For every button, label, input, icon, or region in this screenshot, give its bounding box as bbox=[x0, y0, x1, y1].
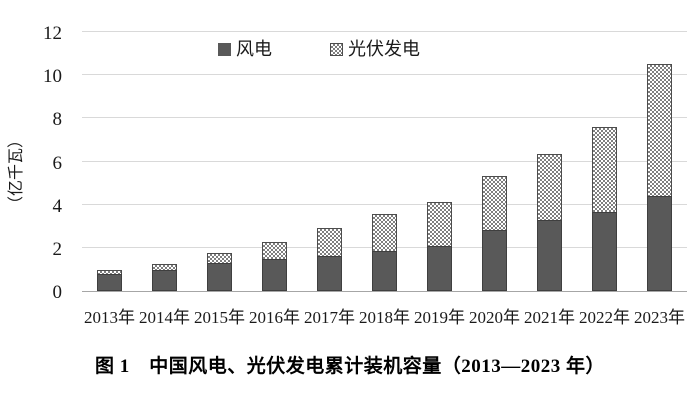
bar-2014年 bbox=[152, 264, 177, 291]
x-tick-label-2013年: 2013年 bbox=[84, 308, 135, 327]
gridline-y-4 bbox=[82, 203, 687, 205]
solar-series-swatch-icon bbox=[330, 42, 343, 56]
bar-segment-solar-2017年 bbox=[317, 227, 342, 256]
x-tick-label-2018年: 2018年 bbox=[359, 308, 410, 327]
y-tick-label-12: 12 bbox=[43, 23, 62, 44]
bar-segment-solar-2023年 bbox=[647, 64, 672, 196]
chart-legend: 风电 光伏发电 bbox=[218, 40, 420, 58]
bar-segment-wind-2023年 bbox=[647, 195, 672, 291]
bar-segment-wind-2014年 bbox=[152, 270, 177, 291]
y-tick-label-4: 4 bbox=[52, 195, 63, 217]
bar-2015年 bbox=[207, 253, 232, 291]
y-tick-label-8: 8 bbox=[52, 109, 63, 131]
bar-segment-wind-2021年 bbox=[537, 220, 562, 291]
x-tick-label-2021年: 2021年 bbox=[524, 308, 575, 327]
bar-segment-solar-2015年 bbox=[207, 253, 232, 263]
bar-segment-solar-2021年 bbox=[537, 154, 562, 221]
bar-segment-wind-2020年 bbox=[482, 230, 507, 291]
legend-label-solar: 光伏发电 bbox=[348, 39, 420, 59]
bar-2016年 bbox=[262, 242, 287, 291]
gridline-y-10 bbox=[82, 74, 687, 76]
bar-segment-solar-2016年 bbox=[262, 242, 287, 259]
x-tick-label-2020年: 2020年 bbox=[469, 308, 520, 327]
bar-segment-solar-2018年 bbox=[372, 213, 397, 252]
x-tick-label-2019年: 2019年 bbox=[414, 308, 465, 327]
x-tick-label-2016年: 2016年 bbox=[249, 308, 300, 327]
x-tick-label-2014年: 2014年 bbox=[139, 308, 190, 327]
y-tick-label-2: 2 bbox=[52, 238, 63, 260]
y-tick-label-6: 6 bbox=[52, 152, 63, 174]
bar-2023年 bbox=[647, 64, 672, 291]
bar-segment-wind-2022年 bbox=[592, 212, 617, 291]
plot-area bbox=[82, 31, 687, 292]
x-tick-label-2017年: 2017年 bbox=[304, 308, 355, 327]
bar-2019年 bbox=[427, 201, 452, 291]
bar-segment-wind-2017年 bbox=[317, 255, 342, 291]
bar-segment-solar-2013年 bbox=[97, 270, 122, 275]
bar-2021年 bbox=[537, 154, 562, 291]
gridline-y-6 bbox=[82, 160, 687, 162]
bar-segment-wind-2019年 bbox=[427, 245, 452, 291]
figure-caption: 图 1 中国风电、光伏发电累计装机容量（2013—2023 年） bbox=[94, 356, 605, 377]
bar-segment-wind-2018年 bbox=[372, 251, 397, 291]
bar-2020年 bbox=[482, 175, 507, 291]
gridline-y-8 bbox=[82, 117, 687, 119]
y-axis-tick-labels: 0 2 4 6 8 10 12 bbox=[0, 0, 70, 400]
bar-segment-solar-2019年 bbox=[427, 201, 452, 246]
legend-item-solar: 光伏发电 bbox=[330, 40, 420, 58]
bar-segment-wind-2013年 bbox=[97, 274, 122, 291]
bar-2013年 bbox=[97, 270, 122, 291]
bar-segment-wind-2016年 bbox=[262, 258, 287, 291]
bar-2017年 bbox=[317, 227, 342, 291]
bar-2018年 bbox=[372, 213, 397, 291]
bar-segment-solar-2020年 bbox=[482, 175, 507, 231]
wind-series-swatch-icon bbox=[218, 42, 231, 56]
x-tick-label-2015年: 2015年 bbox=[194, 308, 245, 327]
y-tick-label-10: 10 bbox=[43, 66, 62, 88]
bar-segment-wind-2015年 bbox=[207, 262, 232, 291]
x-tick-label-2022年: 2022年 bbox=[579, 308, 630, 327]
bar-segment-solar-2022年 bbox=[592, 127, 617, 213]
y-tick-label-0: 0 bbox=[52, 282, 63, 303]
gridline-y-12 bbox=[82, 31, 687, 32]
x-tick-label-2023年: 2023年 bbox=[634, 308, 685, 327]
bar-2022年 bbox=[592, 127, 617, 291]
bar-segment-solar-2014年 bbox=[152, 264, 177, 271]
legend-item-wind: 风电 bbox=[218, 40, 272, 58]
legend-label-wind: 风电 bbox=[236, 39, 272, 59]
